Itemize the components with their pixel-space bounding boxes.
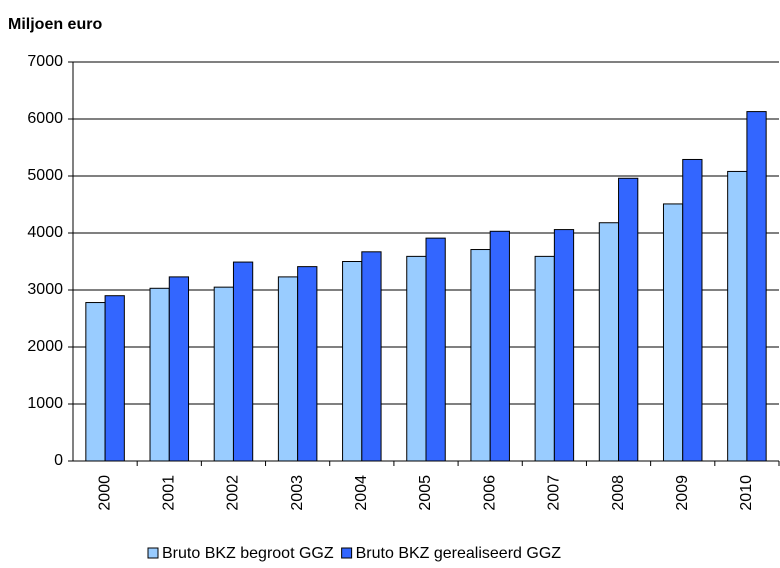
y-tick-label: 7000 — [27, 53, 63, 70]
x-tick-label: 2003 — [289, 475, 306, 511]
y-tick-label: 3000 — [27, 281, 63, 298]
x-tick-label: 2001 — [160, 475, 177, 511]
bar — [104, 295, 125, 462]
bar — [85, 302, 106, 462]
bar — [425, 237, 446, 462]
bar — [553, 229, 575, 462]
bar — [361, 251, 382, 462]
bar — [598, 222, 620, 462]
bar — [406, 255, 427, 462]
chart-title: Miljoen euro — [8, 16, 102, 33]
x-tick-label: 2004 — [353, 475, 370, 511]
x-tick-label: 2010 — [738, 475, 755, 511]
x-tick-label: 2007 — [546, 475, 563, 511]
bar — [232, 261, 254, 462]
bar — [746, 111, 767, 462]
bar — [662, 203, 684, 462]
x-tick-label: 2006 — [481, 475, 498, 511]
x-tick-label: 2005 — [417, 475, 434, 511]
legend-swatch — [147, 547, 159, 559]
x-tick-label: 2000 — [96, 475, 113, 511]
x-tick-label: 2002 — [225, 475, 242, 511]
y-tick-label: 6000 — [27, 110, 63, 127]
bar — [618, 177, 639, 462]
x-tick-label: 2008 — [610, 475, 627, 511]
bar — [727, 170, 748, 462]
bar — [470, 249, 491, 462]
y-tick-label: 5000 — [27, 167, 63, 184]
bar — [168, 276, 190, 462]
bar — [534, 255, 555, 462]
legend-label: Bruto BKZ begroot GGZ — [162, 545, 334, 562]
y-tick-label: 2000 — [27, 338, 63, 355]
bar — [213, 286, 234, 462]
y-tick-label: 4000 — [27, 224, 63, 241]
y-tick-label: 1000 — [27, 395, 63, 412]
legend-swatch — [341, 547, 353, 559]
y-tick-label: 0 — [54, 452, 63, 469]
bar — [682, 158, 703, 462]
bar — [342, 261, 363, 462]
bar — [489, 230, 510, 462]
bar — [297, 266, 318, 462]
bar — [149, 287, 170, 462]
x-tick-label: 2009 — [674, 475, 691, 511]
legend-label: Bruto BKZ gerealiseerd GGZ — [356, 545, 562, 562]
bar — [277, 276, 299, 462]
